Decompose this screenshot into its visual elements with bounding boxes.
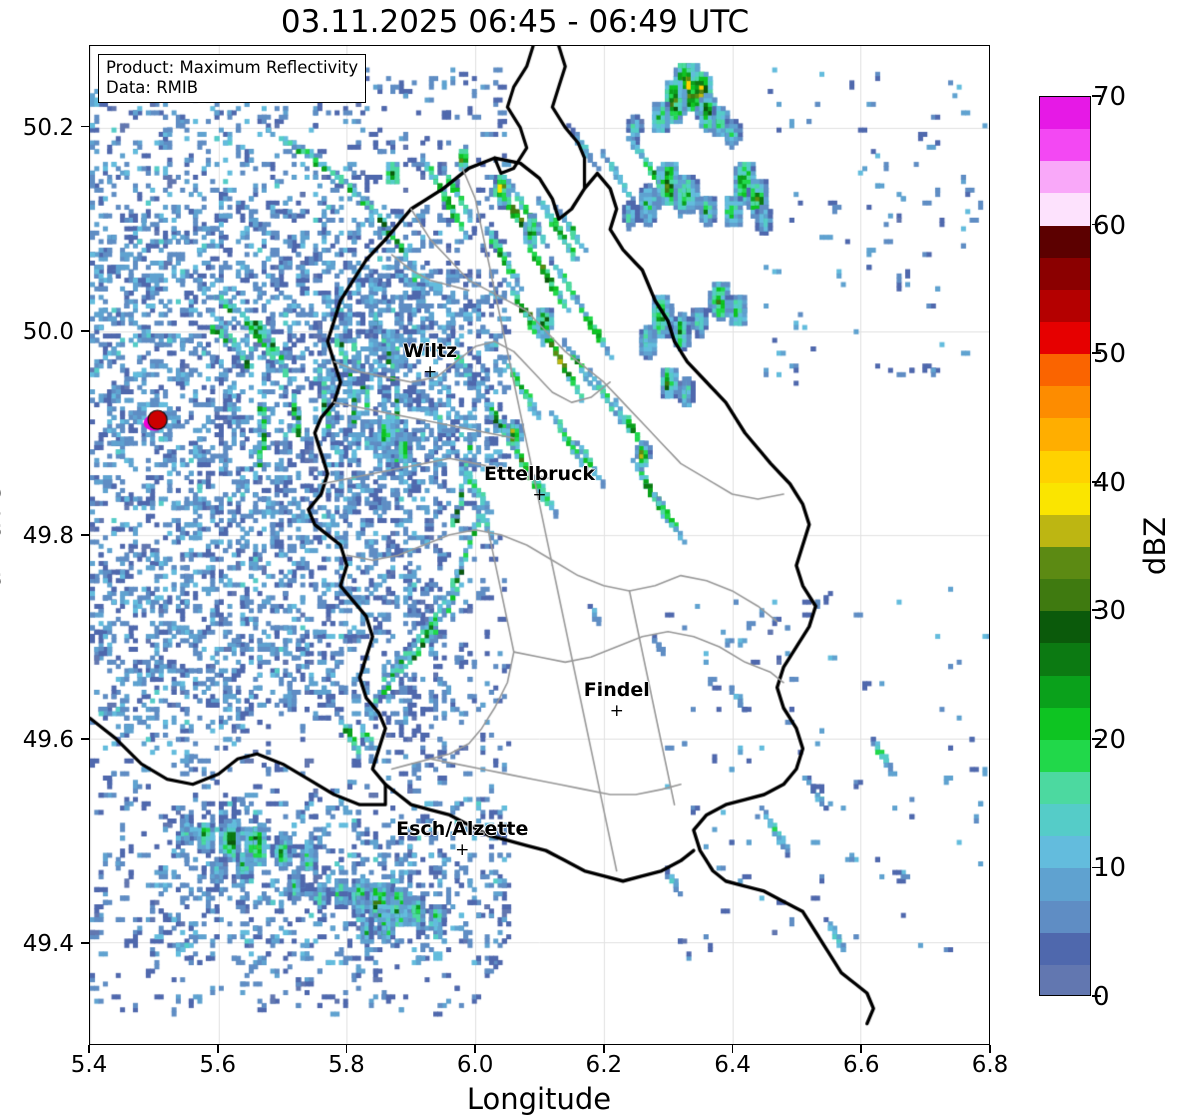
colorbar-tick-label: 0 (1093, 982, 1110, 1012)
y-tick-label: 49.6 (22, 726, 74, 753)
y-tick-label: 49.8 (22, 522, 74, 549)
x-tick-mark (216, 1045, 219, 1053)
colorbar-band (1040, 964, 1090, 995)
colorbar-band (1040, 771, 1090, 805)
x-tick-mark (345, 1045, 348, 1053)
colorbar-tick-label: 40 (1093, 467, 1127, 498)
y-tick-label: 50.0 (22, 318, 74, 345)
radar-reflectivity-canvas (90, 46, 989, 1044)
colorbar-band (1040, 193, 1090, 226)
y-tick-mark (81, 329, 89, 332)
product-line: Product: Maximum Reflectivity (106, 58, 359, 77)
city-marker-icon: + (422, 362, 438, 383)
colorbar-tick-label: 70 (1093, 82, 1127, 112)
y-tick-mark (81, 533, 89, 536)
y-tick-label: 50.2 (22, 114, 74, 141)
colorbar-band (1040, 418, 1090, 451)
y-tick-mark (81, 125, 89, 128)
product-info-box: Product: Maximum Reflectivity Data: RMIB (98, 54, 367, 104)
colorbar-band (1040, 257, 1090, 290)
city-label-findel: Findel (583, 679, 650, 702)
x-tick-label: 6.2 (585, 1052, 623, 1078)
city-label-ettelbruck: Ettelbruck (484, 462, 595, 485)
x-tick-mark (731, 1045, 734, 1053)
x-tick-label: 5.8 (328, 1052, 365, 1078)
colorbar-band (1040, 739, 1090, 772)
colorbar-label: dBZ (1138, 516, 1172, 576)
colorbar-band (1040, 804, 1090, 837)
colorbar-tick-mark (1092, 95, 1101, 97)
x-tick-label: 6.0 (456, 1052, 494, 1078)
colorbar-tick-mark (1092, 995, 1101, 997)
colorbar (1039, 96, 1091, 996)
y-tick-mark (81, 942, 89, 944)
colorbar-tick-mark (1092, 738, 1101, 740)
colorbar-tick-label: 20 (1093, 724, 1127, 755)
page-title: 03.11.2025 06:45 - 06:49 UTC (280, 4, 750, 40)
x-tick-label: 6.4 (714, 1052, 751, 1078)
colorbar-tick-label: 50 (1093, 339, 1127, 370)
data-source-line: Data: RMIB (106, 78, 199, 98)
colorbar-tick-label: 30 (1093, 596, 1127, 627)
colorbar-band (1040, 450, 1090, 483)
colorbar-band (1040, 321, 1090, 355)
colorbar-tick-mark (1092, 223, 1101, 226)
colorbar-tick-mark (1092, 352, 1101, 354)
colorbar-band (1040, 161, 1090, 194)
colorbar-band (1040, 707, 1090, 740)
colorbar-band (1040, 129, 1090, 162)
colorbar-band (1040, 836, 1090, 869)
colorbar-band (1040, 514, 1090, 547)
colorbar-band (1040, 354, 1090, 387)
colorbar-band (1040, 225, 1090, 258)
city-marker-icon: + (609, 701, 624, 722)
colorbar-tick-label: 10 (1093, 853, 1127, 884)
colorbar-tick-label: 60 (1093, 210, 1127, 241)
x-tick-mark (603, 1045, 605, 1053)
map-plot-area[interactable]: Product: Maximum Reflectivity Data: RMIB (89, 45, 990, 1045)
x-tick-mark (88, 1045, 90, 1053)
colorbar-band (1040, 900, 1090, 933)
colorbar-band (1040, 289, 1090, 322)
colorbar-band (1040, 97, 1090, 130)
x-tick-label: 6.8 (971, 1052, 1009, 1078)
city-label-wiltz: Wiltz (403, 340, 458, 363)
colorbar-band (1040, 386, 1090, 419)
colorbar-band (1040, 611, 1090, 644)
x-tick-label: 6.6 (842, 1052, 880, 1078)
colorbar-tick-mark (1092, 480, 1101, 483)
colorbar-band (1040, 868, 1090, 901)
colorbar-band (1040, 482, 1090, 515)
x-tick-mark (989, 1045, 991, 1053)
colorbar-band (1040, 579, 1090, 612)
colorbar-tick-mark (1092, 609, 1101, 612)
x-tick-mark (860, 1045, 863, 1053)
city-label-esch-alzette: Esch/Alzette (396, 817, 529, 840)
x-tick-mark (474, 1045, 476, 1053)
x-axis-label: Longitude (466, 1082, 612, 1116)
colorbar-band (1040, 932, 1090, 965)
x-tick-label: 5.6 (199, 1052, 236, 1078)
colorbar-tick-mark (1092, 866, 1101, 869)
city-marker-icon: + (532, 484, 547, 505)
x-tick-label: 5.4 (70, 1052, 108, 1078)
colorbar-band (1040, 546, 1090, 580)
colorbar-band (1040, 643, 1090, 676)
colorbar-band (1040, 675, 1090, 708)
y-tick-label: 49.4 (22, 930, 74, 957)
y-tick-mark (81, 738, 89, 740)
y-axis-label: Latitude (0, 485, 7, 605)
city-marker-icon: + (455, 839, 470, 860)
